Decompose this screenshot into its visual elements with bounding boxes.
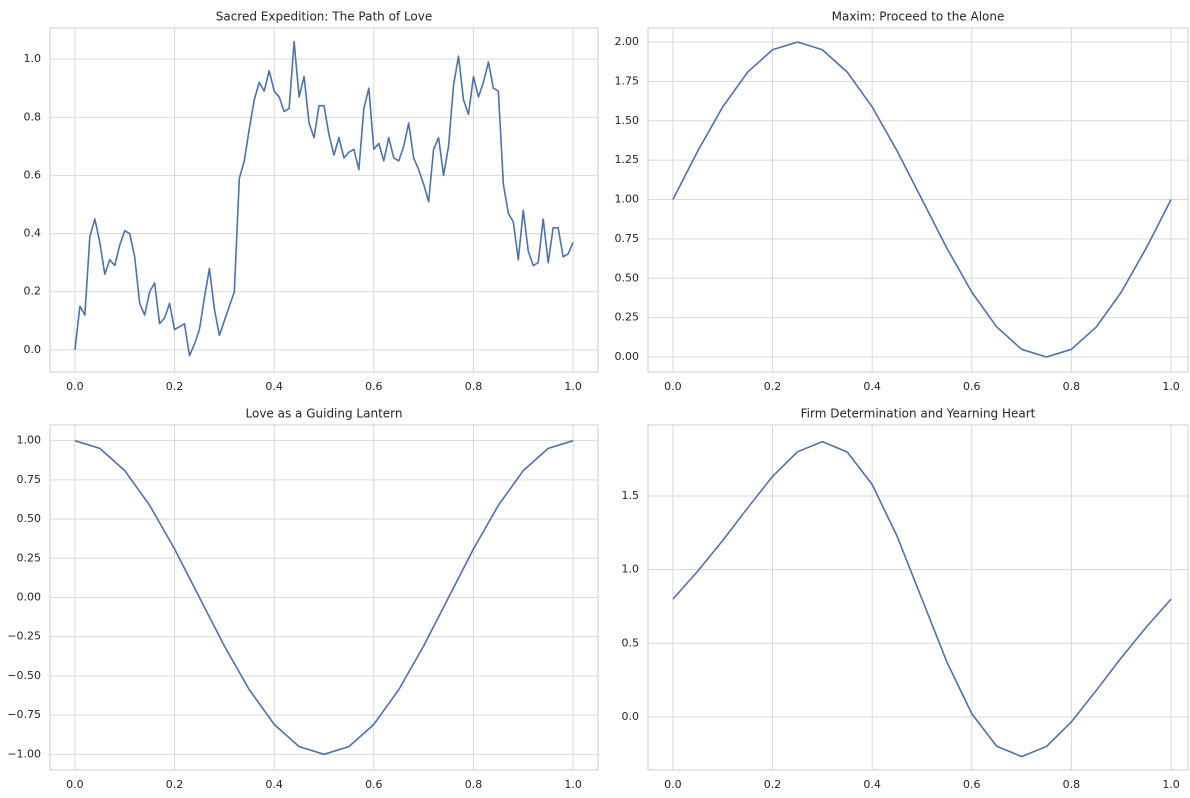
y-tick-label: −1.00 (7, 747, 41, 760)
x-tick-label: 0.2 (166, 380, 184, 393)
x-tick-label: 0.4 (863, 380, 881, 393)
y-tick-label: 0.0 (24, 343, 42, 356)
y-tick-label: 1.50 (615, 114, 640, 127)
line (672, 440, 1172, 758)
y-tick-label: 0.4 (24, 227, 42, 240)
x-tick-label: 0.0 (664, 778, 682, 791)
x-tick-label: 0.4 (265, 380, 283, 393)
y-tick-label: 0.75 (615, 232, 640, 245)
subplot-title: Firm Determination and Yearning Heart (801, 407, 1036, 421)
y-tick-label: 0.0 (622, 710, 640, 723)
y-tick-label: 2.00 (615, 35, 640, 48)
y-tick-label: 0.2 (24, 285, 42, 298)
x-tick-label: 0.6 (963, 778, 981, 791)
subplot-title: Sacred Expedition: The Path of Love (216, 10, 433, 24)
x-tick-label: 0.2 (764, 380, 782, 393)
y-tick-label: 0.75 (17, 473, 42, 486)
axes-frame (49, 424, 599, 771)
x-tick-label: 0.6 (365, 778, 383, 791)
x-tick-label: 1.0 (564, 380, 582, 393)
y-tick-label: −0.75 (7, 708, 41, 721)
x-tick-label: 1.0 (1162, 380, 1180, 393)
x-tick-label: 0.0 (66, 778, 84, 791)
y-tick-label: 0.8 (24, 110, 42, 123)
y-tick-label: 1.0 (24, 52, 42, 65)
x-tick-label: 0.2 (764, 778, 782, 791)
x-tick-label: 0.8 (465, 380, 483, 393)
line (74, 439, 574, 756)
y-tick-label: 0.25 (615, 311, 640, 324)
y-tick-label: 0.25 (17, 551, 42, 564)
x-tick-label: 0.4 (265, 778, 283, 791)
y-tick-label: 0.00 (615, 350, 640, 363)
x-tick-label: 0.0 (66, 380, 84, 393)
x-tick-label: 1.0 (1162, 778, 1180, 791)
x-tick-label: 0.0 (664, 380, 682, 393)
y-tick-label: 1.00 (615, 193, 640, 206)
y-tick-label: 1.0 (622, 563, 640, 576)
y-tick-label: 1.75 (615, 74, 640, 87)
x-tick-label: 0.2 (166, 778, 184, 791)
x-tick-label: 0.6 (365, 380, 383, 393)
y-tick-label: 1.25 (615, 153, 640, 166)
y-tick-label: −0.25 (7, 630, 41, 643)
x-tick-label: 0.8 (465, 778, 483, 791)
y-tick-label: 1.5 (622, 489, 640, 502)
x-tick-label: 1.0 (564, 778, 582, 791)
x-tick-label: 0.4 (863, 778, 881, 791)
x-tick-label: 0.8 (1063, 380, 1081, 393)
axes-frame (647, 27, 1189, 373)
axes-frame (49, 27, 599, 373)
y-tick-label: 0.5 (622, 636, 640, 649)
x-tick-label: 0.6 (963, 380, 981, 393)
y-tick-label: 0.00 (17, 591, 42, 604)
y-tick-label: 0.50 (615, 271, 640, 284)
subplot-title: Love as a Guiding Lantern (246, 407, 403, 421)
x-tick-label: 0.8 (1063, 778, 1081, 791)
y-tick-label: 1.00 (17, 434, 42, 447)
line (74, 40, 574, 357)
y-tick-label: 0.50 (17, 512, 42, 525)
line (672, 41, 1172, 358)
axes-frame (647, 424, 1189, 771)
y-tick-label: −0.50 (7, 669, 41, 682)
y-tick-label: 0.6 (24, 168, 42, 181)
subplot-title: Maxim: Proceed to the Alone (832, 10, 1005, 24)
